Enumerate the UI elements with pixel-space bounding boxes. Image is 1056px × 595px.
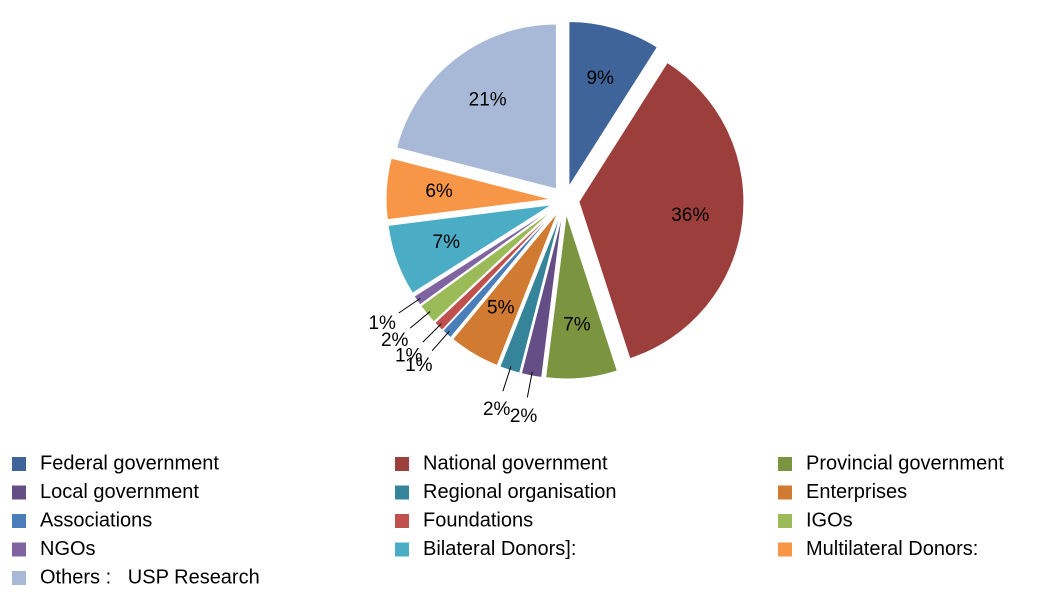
pie-slice [545, 213, 618, 380]
pie-slice [387, 204, 553, 294]
leader-line [398, 297, 421, 314]
legend-swatch [12, 514, 26, 528]
data-label: 1% [368, 313, 396, 334]
legend-swatch [395, 542, 409, 557]
legend-label: Provincial government [806, 452, 1004, 474]
pie-slice [385, 157, 552, 221]
legend-swatch [12, 485, 26, 500]
legend-swatch [778, 514, 792, 528]
legend-swatch [12, 571, 26, 585]
legend-label: Federal government [40, 452, 219, 474]
legend-swatch [778, 542, 792, 557]
data-label: 1% [405, 355, 433, 376]
leader-line [431, 330, 450, 352]
legend-swatch [395, 457, 409, 471]
legend-label: Others : USP Research [40, 566, 260, 588]
pie-slice [568, 21, 659, 189]
data-label: 2% [510, 406, 538, 427]
legend-label: Regional organisation [423, 481, 616, 503]
legend-label: Local government [40, 481, 199, 503]
leader-line [422, 323, 442, 343]
pie: 9%36%7%2%2%5%1%1%2%1%7%6%21% [368, 21, 745, 427]
leader-line [526, 371, 533, 398]
data-label: 21% [469, 89, 507, 110]
legend-label: Enterprises [806, 481, 907, 503]
legend-label: NGOs [40, 538, 96, 560]
data-label: 2% [483, 399, 511, 420]
legend-swatch [12, 542, 26, 557]
legend-swatch [778, 485, 792, 500]
legend-swatch [395, 514, 409, 528]
data-label: 7% [563, 315, 591, 336]
legend-label: IGOs [806, 509, 853, 531]
pie-slice [395, 23, 557, 190]
pie-slice [451, 211, 559, 367]
data-label: 6% [425, 181, 453, 202]
legend-label: Associations [40, 509, 152, 531]
data-label: 9% [586, 68, 614, 89]
legend-label: Multilateral Donors: [806, 538, 978, 560]
data-label: 2% [381, 330, 409, 351]
leader-line [502, 366, 512, 392]
pie-slice [578, 61, 745, 360]
legend-label: National government [423, 452, 608, 474]
legend-swatch [395, 485, 409, 500]
legend-label: Foundations [423, 509, 533, 531]
legend-label: Bilateral Donors]: [423, 538, 576, 560]
legend-swatch [778, 457, 792, 471]
legend: Federal government National government Pro… [12, 452, 1004, 588]
data-label: 1% [395, 345, 423, 366]
data-label: 36% [671, 205, 709, 226]
data-label: 7% [433, 232, 461, 253]
data-label: 5% [487, 298, 515, 319]
legend-swatch [12, 457, 26, 471]
leader-line [409, 311, 431, 329]
